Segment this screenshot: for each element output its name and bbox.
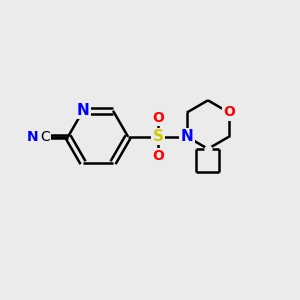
Text: S: S (153, 129, 164, 144)
Text: C: C (40, 130, 50, 144)
Text: N: N (77, 103, 89, 118)
Text: N: N (181, 129, 193, 144)
Text: N: N (27, 130, 39, 144)
Text: O: O (152, 111, 164, 125)
Text: O: O (152, 149, 164, 163)
Text: O: O (223, 106, 235, 119)
